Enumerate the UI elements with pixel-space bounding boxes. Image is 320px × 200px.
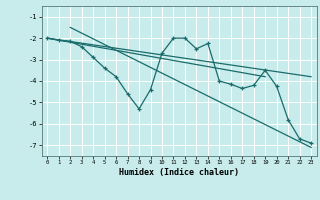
X-axis label: Humidex (Indice chaleur): Humidex (Indice chaleur) <box>119 168 239 177</box>
